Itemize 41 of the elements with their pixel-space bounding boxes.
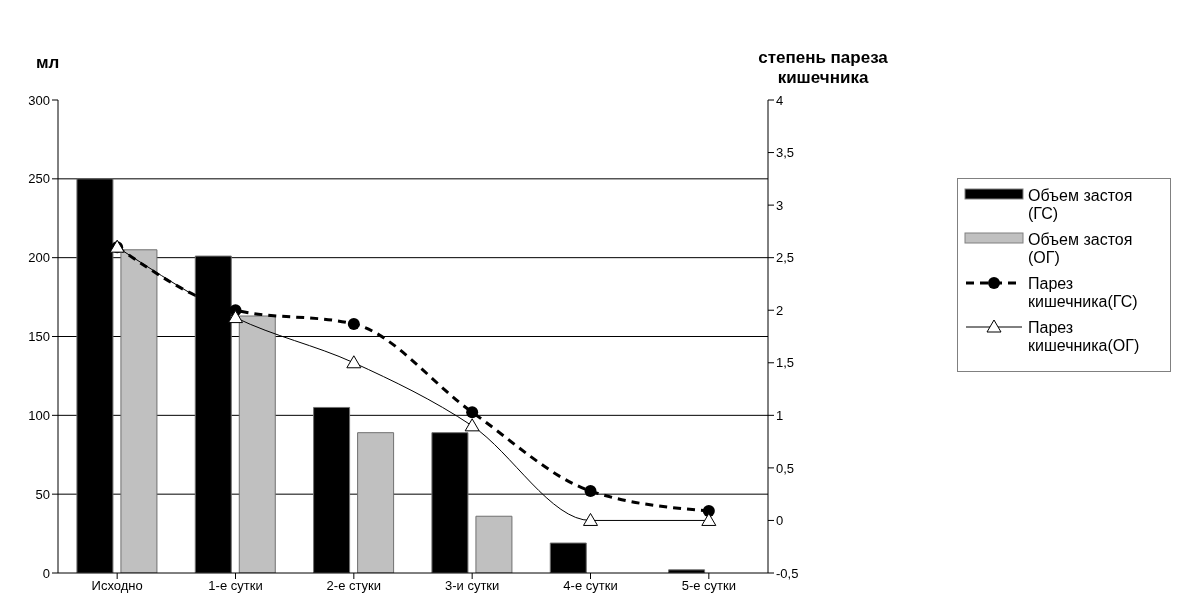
y2-tick-label: 0 <box>776 513 784 529</box>
y-tick-label: 50 <box>35 486 50 502</box>
y-tick-label: 0 <box>42 565 50 581</box>
point <box>701 512 717 526</box>
point <box>464 418 480 432</box>
y-tick-label: 300 <box>28 92 50 108</box>
x-tick-label: 4-е сутки <box>563 578 618 594</box>
y2-tick-label: 4 <box>776 92 784 108</box>
y2-axis-title: степень пареза кишечника <box>757 48 889 88</box>
point <box>346 355 362 369</box>
x-tick-label: 1-е сутки <box>208 578 263 594</box>
legend-label: Парез кишечника(ОГ) <box>1028 319 1141 355</box>
x-tick-label: 2-е стуки <box>326 578 382 594</box>
point <box>228 310 243 324</box>
point <box>347 317 360 330</box>
y-tick-label: 100 <box>28 407 50 423</box>
x-tick-label: 5-е сутки <box>681 578 736 594</box>
y-axis-title: мл <box>36 53 60 73</box>
y2-tick-label: 1,5 <box>776 355 795 371</box>
legend-label: Объем застоя (ГС) <box>1028 187 1134 223</box>
y2-tick-label: 3 <box>776 197 784 213</box>
y2-tick-label: 2 <box>776 302 784 318</box>
bar <box>357 432 395 573</box>
y2-tick-label: 2,5 <box>776 250 795 266</box>
legend-label: Парез кишечника(ГС) <box>1028 275 1139 311</box>
y-tick-label: 200 <box>28 250 50 266</box>
x-tick-label: Исходно <box>91 578 143 594</box>
legend-label: Объем застоя (ОГ) <box>1028 231 1134 267</box>
bar <box>120 249 158 573</box>
y2-tick-label: 0,5 <box>776 460 795 476</box>
point <box>466 406 479 419</box>
bar <box>475 515 513 573</box>
bar <box>238 315 276 573</box>
y2-tick-label: -0,5 <box>776 565 799 581</box>
x-tick-label: 3-и сутки <box>444 578 500 594</box>
y2-tick-label: 1 <box>776 407 784 423</box>
point <box>584 485 597 498</box>
y2-tick-label: 3,5 <box>776 145 795 161</box>
y-tick-label: 150 <box>28 329 50 345</box>
y-tick-label: 250 <box>28 171 50 187</box>
point <box>583 512 598 526</box>
